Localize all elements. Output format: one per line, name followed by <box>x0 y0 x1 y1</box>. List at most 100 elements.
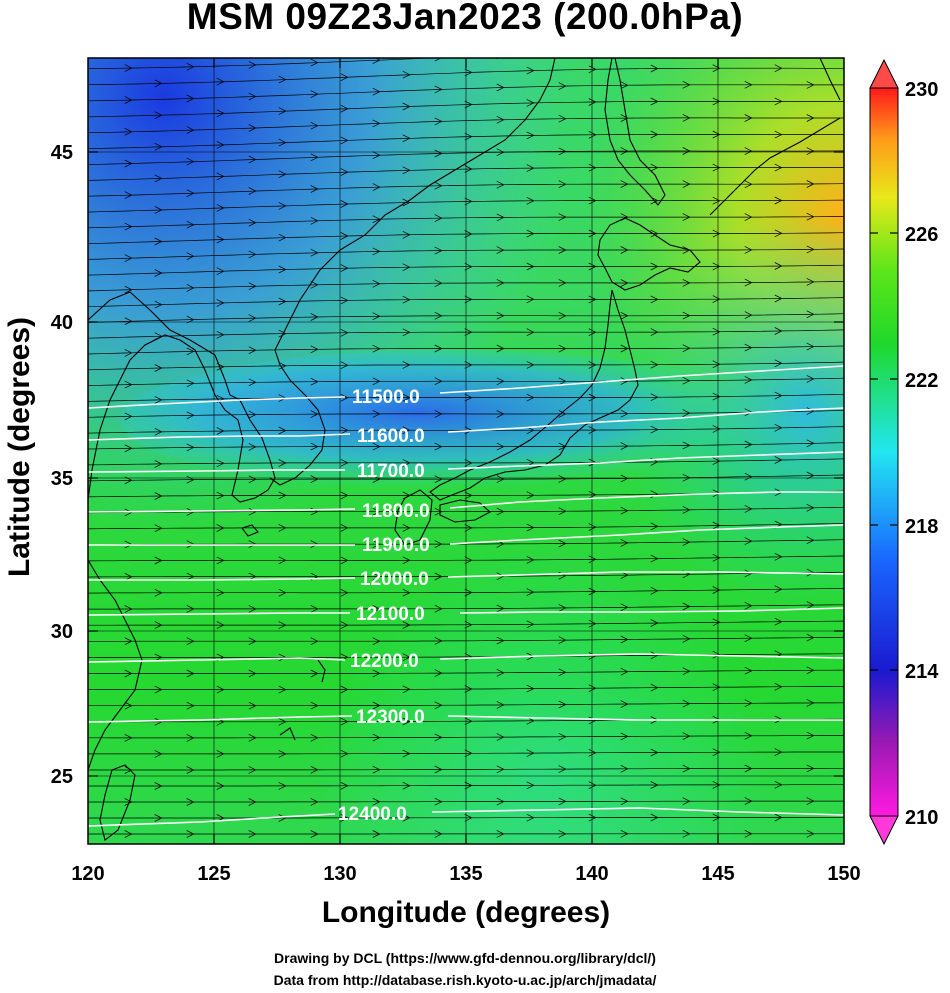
wind-arrow <box>650 97 659 106</box>
wind-arrow <box>620 506 629 515</box>
wind-arrow <box>372 247 381 256</box>
wind-arrow <box>558 732 567 741</box>
wind-arrow <box>310 248 319 257</box>
wind-arrow <box>712 781 721 789</box>
wind-arrow <box>526 523 535 532</box>
wind-arrow <box>216 524 225 532</box>
wind-arrow <box>712 683 721 692</box>
wind-arrow <box>496 410 505 418</box>
wind-arrow <box>588 781 597 790</box>
wind-arrow <box>806 471 815 480</box>
contour-label: 12200.0 <box>350 651 419 672</box>
wind-arrow <box>558 344 567 353</box>
wind-arrow <box>154 111 163 120</box>
wind-arrow <box>154 174 163 183</box>
y-tick-label: 30 <box>51 621 73 643</box>
wind-arrow <box>434 311 443 320</box>
wind-arrow <box>248 61 257 69</box>
wind-arrow <box>558 147 567 156</box>
wind-arrow <box>154 814 163 822</box>
wind-arrow <box>434 377 443 386</box>
wind-arrow <box>124 96 133 104</box>
wind-arrow <box>558 636 567 644</box>
wind-arrow <box>402 781 411 790</box>
wind-arrow <box>216 459 225 468</box>
y-tick-labels: 25 30 35 40 45 <box>51 142 73 788</box>
x-tick-label: 145 <box>701 863 734 885</box>
wind-arrow <box>682 441 691 450</box>
wind-arrow <box>744 699 753 708</box>
wind-arrow <box>402 295 411 304</box>
wind-arrow <box>464 813 473 822</box>
wind-arrow <box>806 797 815 805</box>
wind-arrow <box>340 458 349 467</box>
y-axis-label: Latitude (degrees) <box>3 316 36 578</box>
wind-arrow <box>340 749 349 758</box>
credit-drawing: Drawing by DCL (https://www.gfd-dennou.o… <box>274 950 656 966</box>
wind-arrow <box>650 813 659 822</box>
wind-arrow <box>464 328 473 336</box>
wind-arrow <box>278 653 287 662</box>
contour-label: 11600.0 <box>357 426 425 447</box>
wind-arrow <box>559 50 566 57</box>
wind-arrow <box>526 196 535 205</box>
wind-arrow <box>588 361 597 369</box>
wind-arrow <box>558 410 567 418</box>
wind-arrow <box>310 830 319 838</box>
wind-arrow <box>372 58 381 64</box>
y-tick-label: 25 <box>51 766 73 788</box>
wind-arrow <box>464 165 473 173</box>
axis-ticks <box>88 58 844 844</box>
wind-arrow <box>558 700 567 709</box>
wind-arrow <box>712 163 721 172</box>
streamline <box>88 637 844 642</box>
wind-arrow <box>650 683 659 692</box>
wind-arrow <box>216 685 225 694</box>
wind-arrow <box>124 444 133 453</box>
wind-arrow <box>248 733 257 742</box>
wind-arrow <box>496 115 505 124</box>
wind-arrow <box>464 361 473 369</box>
wind-arrow <box>744 829 753 838</box>
wind-arrow <box>806 81 815 89</box>
wind-arrow <box>464 588 473 597</box>
wind-arrow <box>186 189 195 198</box>
wind-arrow <box>248 766 257 774</box>
streamline <box>88 232 844 244</box>
wind-arrow <box>340 168 349 176</box>
wind-arrow <box>588 813 597 822</box>
wind-arrow <box>186 508 195 516</box>
wind-arrow <box>558 830 567 838</box>
wind-arrow <box>278 750 287 758</box>
wind-arrow <box>682 376 691 385</box>
wind-arrow <box>620 539 629 547</box>
streamline <box>88 784 844 787</box>
wind-arrow <box>806 699 815 707</box>
wind-arrow <box>744 731 753 740</box>
wind-arrow <box>620 667 629 676</box>
wind-arrow <box>806 180 815 188</box>
wind-arrow <box>434 701 443 710</box>
wind-arrow <box>558 797 567 806</box>
wind-arrow <box>248 475 257 484</box>
wind-arrow <box>588 523 597 531</box>
streamline <box>88 800 844 803</box>
wind-arrow <box>434 410 443 418</box>
wind-arrow <box>682 732 691 740</box>
wind-arrow <box>558 114 567 123</box>
wind-arrow <box>186 798 195 806</box>
wind-arrow <box>682 538 691 546</box>
wind-arrow <box>712 295 721 303</box>
x-tick-label: 130 <box>323 863 356 885</box>
wind-arrow <box>372 87 381 96</box>
wind-arrow <box>558 246 567 254</box>
wind-arrow <box>464 524 473 532</box>
wind-arrow <box>620 344 629 353</box>
streamline <box>88 506 844 514</box>
streamline <box>88 264 844 276</box>
wind-arrow <box>620 147 629 155</box>
wind-arrow <box>372 119 381 128</box>
wind-arrow <box>496 830 505 838</box>
wind-arrow <box>340 685 349 694</box>
wind-arrow <box>558 668 567 677</box>
